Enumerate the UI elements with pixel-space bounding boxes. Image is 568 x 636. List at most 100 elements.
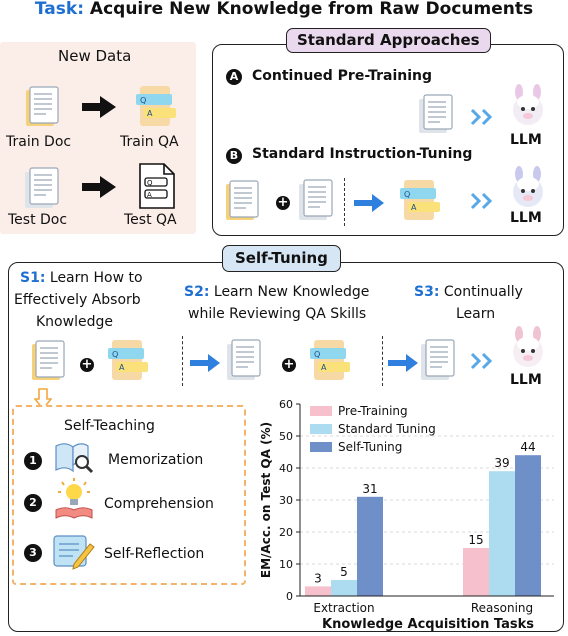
badge-3: 3: [24, 544, 42, 562]
bar-chart: 3 5 31 15 39 44 0 10 20 30 40 50 60 Extraction Reaso…: [259, 398, 554, 632]
train-doc-icon: [226, 180, 259, 220]
badge-b: B: [226, 148, 242, 164]
s1-line1: Learn How to: [49, 270, 143, 286]
arrow-right-icon: [388, 354, 418, 372]
y-tick-label: 60: [279, 398, 293, 411]
chart-legend: Pre-Training Standard Tuning Self-Tuning: [310, 404, 436, 454]
svg-text:A: A: [119, 363, 125, 372]
standard-instruction-tuning-label: Standard Instruction-Tuning: [252, 146, 473, 162]
bar: [489, 471, 515, 596]
self-teaching-title: Self-Teaching: [64, 418, 155, 434]
self-reflection-label: Self-Reflection: [104, 546, 205, 562]
svg-text:Q: Q: [314, 350, 320, 359]
y-tick-label: 10: [279, 558, 293, 571]
train-doc-icon: [32, 340, 65, 380]
arrow-right-icon: [190, 354, 220, 372]
s1-line2: Effectively Absorb: [14, 292, 141, 308]
comprehension-label: Comprehension: [104, 496, 214, 512]
bar: [357, 496, 383, 596]
svg-text:Q: Q: [147, 179, 153, 187]
llama-icon: [513, 326, 543, 367]
standard-approaches-box: [212, 44, 564, 236]
new-data-title: New Data: [58, 47, 132, 65]
test-doc-icon: [227, 339, 261, 380]
standard-approaches-title: Standard Approaches: [286, 28, 491, 54]
y-tick-label: 40: [279, 462, 293, 475]
test-doc-icon: [299, 179, 333, 220]
svg-text:A: A: [147, 109, 153, 118]
legend-label: Self-Tuning: [338, 440, 402, 454]
self-teaching-box: [12, 405, 246, 585]
bar-value-label: 44: [520, 440, 535, 454]
memorization-label: Memorization: [108, 452, 204, 468]
test-doc-label: Test Doc: [8, 212, 68, 228]
double-chevron-icon: [470, 108, 493, 126]
double-chevron-icon: [470, 352, 493, 370]
y-axis-label: EM/Acc. on Test QA (%): [259, 422, 273, 578]
bar: [331, 580, 357, 596]
continued-pretraining-label: Continued Pre-Training: [252, 68, 433, 84]
train-qa-icon: Q A: [310, 340, 350, 380]
s3-line1: Continually: [443, 284, 523, 300]
x-tick-label: Reasoning: [471, 601, 533, 615]
badge-2: 2: [24, 494, 42, 512]
bar: [515, 455, 541, 596]
arrow-down-icon: [34, 388, 52, 410]
legend-swatch: [310, 424, 332, 434]
plus-icon: +: [80, 357, 94, 372]
train-doc-label: Train Doc: [6, 134, 72, 150]
s3-line2: Learn: [456, 306, 496, 322]
svg-text:A: A: [147, 191, 152, 199]
llm-label: LLM: [510, 210, 542, 226]
llama-icon: [513, 84, 543, 125]
svg-text:Q: Q: [112, 350, 118, 359]
train-qa-icon: Q A: [400, 180, 440, 220]
llm-label: LLM: [510, 132, 542, 148]
chart-y-ticks: 0 10 20 30 40 50 60: [279, 398, 300, 603]
svg-text:A: A: [321, 363, 327, 372]
bar: [463, 548, 489, 596]
task-title: Task: Acquire New Knowledge from Raw Doc…: [0, 0, 568, 20]
divider: [382, 336, 383, 386]
y-tick-label: 20: [279, 526, 293, 539]
y-tick-label: 0: [286, 590, 293, 603]
train-qa-icon: Q A: [136, 86, 176, 126]
arrow-right-icon: [82, 96, 116, 118]
divider: [344, 178, 345, 226]
train-qa-icon: Q A: [108, 340, 148, 380]
legend-swatch: [310, 406, 332, 416]
bar-value-label: 5: [340, 565, 348, 579]
chart-x-ticks: Extraction Reasoning: [313, 601, 533, 615]
doc-icon: [419, 94, 453, 133]
svg-text:A: A: [411, 203, 417, 212]
y-tick-label: 50: [279, 430, 293, 443]
s1-prefix: S1:: [20, 270, 46, 286]
svg-text:Q: Q: [140, 96, 146, 105]
s1-line3: Knowledge: [36, 314, 113, 330]
s2-heading: S2: Learn New Knowledge: [184, 284, 369, 300]
x-axis-label: Knowledge Acquisition Tasks: [322, 617, 534, 632]
divider: [182, 336, 183, 386]
lightbulb-book-icon: [55, 478, 93, 519]
bar-value-label: 39: [494, 456, 509, 470]
arrow-right-icon: [82, 176, 116, 198]
book-magnifier-icon: [55, 443, 94, 474]
plus-icon: +: [276, 195, 290, 210]
double-chevron-icon: [470, 192, 493, 210]
llama-icon: [513, 166, 543, 207]
test-qa-icon: Q A: [139, 163, 175, 209]
test-qa-label: Test QA: [124, 212, 177, 228]
s3-heading: S3: Continually: [414, 284, 523, 300]
svg-text:Q: Q: [404, 190, 410, 199]
legend-swatch: [310, 442, 332, 452]
s1-heading: S1: Learn How to: [20, 270, 143, 286]
arrow-right-icon: [354, 194, 384, 212]
y-tick-label: 30: [279, 494, 293, 507]
s2-prefix: S2:: [184, 284, 210, 300]
bar-value-label: 15: [468, 533, 483, 547]
legend-label: Standard Tuning: [338, 422, 436, 436]
self-tuning-title: Self-Tuning: [222, 245, 341, 273]
bar-value-label: 3: [314, 571, 322, 585]
chart-data-labels: 3 5 31 15 39 44: [314, 440, 535, 585]
